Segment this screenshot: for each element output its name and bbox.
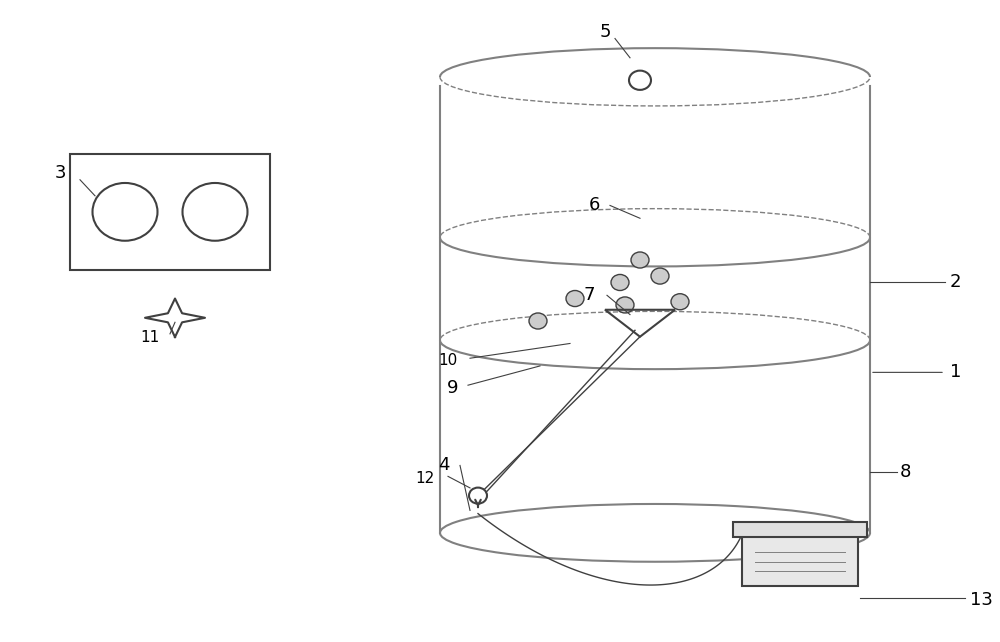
Text: 1: 1 (950, 363, 961, 381)
Ellipse shape (651, 268, 669, 284)
Ellipse shape (529, 313, 547, 329)
FancyBboxPatch shape (733, 522, 867, 537)
Ellipse shape (616, 297, 634, 313)
Ellipse shape (566, 290, 584, 306)
FancyBboxPatch shape (70, 154, 270, 270)
Text: 6: 6 (589, 196, 600, 214)
Text: 12: 12 (416, 471, 435, 486)
Text: 2: 2 (950, 273, 962, 291)
Ellipse shape (611, 275, 629, 290)
Text: 3: 3 (55, 164, 66, 182)
FancyBboxPatch shape (742, 534, 858, 586)
Text: 11: 11 (141, 329, 160, 345)
Ellipse shape (631, 252, 649, 268)
Ellipse shape (183, 183, 248, 241)
Text: 13: 13 (970, 591, 993, 609)
Text: 4: 4 (438, 456, 450, 474)
Text: 8: 8 (900, 463, 911, 481)
Ellipse shape (469, 488, 487, 504)
Text: 10: 10 (439, 353, 458, 369)
Text: 9: 9 (446, 379, 458, 397)
Ellipse shape (671, 294, 689, 310)
Text: 7: 7 (584, 286, 595, 304)
Text: 5: 5 (599, 23, 611, 41)
Ellipse shape (629, 71, 651, 90)
Ellipse shape (92, 183, 158, 241)
